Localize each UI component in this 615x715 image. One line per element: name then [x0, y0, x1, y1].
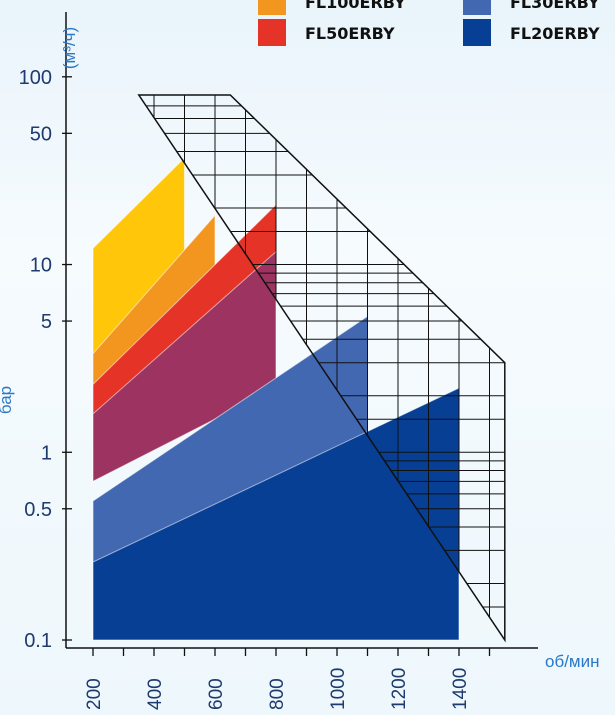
- x-tick-label: 1000: [328, 668, 349, 710]
- y-tick-label: 10: [30, 255, 52, 277]
- legend-swatch: [258, 0, 286, 15]
- y-tick-label: 0.1: [24, 630, 52, 652]
- series-areas: [92, 156, 460, 641]
- y-tick-label: 1: [41, 442, 52, 464]
- y-tick-label: 50: [30, 123, 52, 145]
- x-axis-title: об/мин: [545, 652, 600, 671]
- legend-label: FL20ERBY: [510, 24, 600, 43]
- legend-swatch: [463, 0, 491, 15]
- legend-label: FL50ERBY: [305, 24, 395, 43]
- legend-label: FL30ERBY: [510, 0, 600, 12]
- x-tick-label: 1400: [450, 668, 471, 710]
- legend: FL100ERBY FL30ERBY FL50ERBY FL20ERBY: [258, 0, 600, 46]
- y-tick-label: 100: [19, 67, 52, 89]
- y-axis-title: бар: [0, 386, 15, 414]
- x-tick-label: 800: [267, 678, 288, 710]
- operating-envelope: [137, 94, 506, 643]
- y2-axis-title: (м³/ч): [60, 27, 79, 69]
- legend-swatch: [258, 19, 286, 46]
- x-tick-label: 400: [145, 678, 166, 710]
- x-tick-label: 600: [206, 678, 227, 710]
- legend-swatch: [463, 19, 491, 46]
- legend-label: FL100ERBY: [305, 0, 406, 12]
- x-tick-label: 1200: [389, 668, 410, 710]
- y-tick-labels: 100 50 10 5 1 0.5 0.1: [19, 67, 72, 652]
- x-tick-labels: 200 400 600 800 1000 1200 1400: [84, 648, 491, 710]
- y-tick-label: 0.5: [24, 499, 52, 521]
- y-tick-label: 5: [41, 311, 52, 333]
- x-tick-label: 200: [84, 678, 105, 710]
